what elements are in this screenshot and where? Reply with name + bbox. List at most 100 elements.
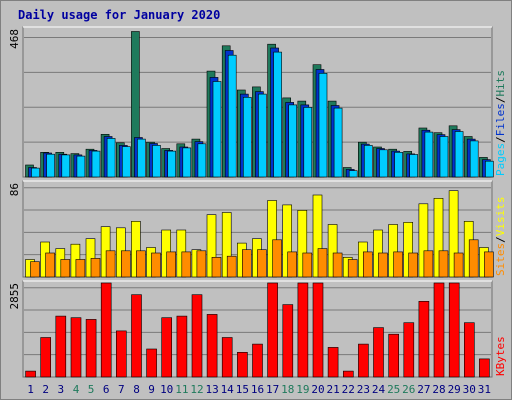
bar-pages-day-28 — [439, 136, 449, 178]
panel-3: 2855 KBytes — [8, 280, 507, 378]
x-tick-label-day-16: 16 — [251, 383, 264, 396]
bar-pages-day-8 — [137, 138, 146, 178]
bar-pages-day-1 — [31, 167, 40, 178]
bar-kbytes-day-4 — [70, 317, 82, 378]
bar-pages-day-19 — [303, 107, 313, 178]
bar-visits-day-13 — [206, 214, 217, 278]
bar-kbytes-day-20 — [312, 282, 324, 378]
series-visits — [25, 190, 489, 278]
legend-files: Files — [494, 103, 507, 136]
bar-kbytes-day-9 — [146, 348, 157, 378]
bar-sites-day-8 — [136, 250, 146, 278]
bar-kbytes-day-12 — [191, 294, 203, 378]
bar-kbytes-day-31 — [479, 358, 490, 378]
x-tick-label-day-31: 31 — [478, 383, 491, 396]
bar-pages-day-29 — [454, 131, 464, 178]
bar-sites-day-2 — [45, 252, 55, 278]
bar-visits-day-19 — [297, 210, 308, 278]
bar-visits-day-25 — [388, 224, 398, 278]
bar-sites-day-6 — [105, 250, 116, 278]
bar-sites-day-10 — [166, 251, 176, 278]
bar-visits-day-20 — [312, 194, 323, 278]
bar-kbytes-day-25 — [388, 333, 400, 378]
panel-1: 468 Pages/Files/Hits — [8, 26, 507, 178]
x-tick-label-day-10: 10 — [160, 383, 173, 396]
legend-kbytes: KBytes — [494, 336, 507, 376]
x-tick-label-day-9: 9 — [148, 383, 155, 396]
bar-sites-day-31 — [484, 251, 494, 278]
bar-visits-day-21 — [327, 224, 338, 278]
bar-sites-day-5 — [90, 258, 101, 278]
chart-panels: 468Pages/Files/Hits86Sites/Visits2855KBy… — [8, 26, 507, 378]
bar-sites-day-23 — [362, 251, 373, 278]
bar-visits-day-26 — [403, 222, 414, 278]
bar-pages-day-6 — [106, 138, 116, 178]
bar-visits-day-8 — [131, 221, 141, 278]
x-tick-label-day-6: 6 — [103, 383, 110, 396]
bar-kbytes-day-24 — [373, 327, 384, 378]
bar-kbytes-day-15 — [237, 351, 248, 378]
bar-kbytes-day-2 — [40, 337, 52, 378]
x-tick-label-day-18: 18 — [281, 383, 294, 396]
bar-pages-day-5 — [91, 150, 101, 178]
bar-sites-day-30 — [468, 239, 479, 278]
x-tick-label-day-26: 26 — [402, 383, 415, 396]
bar-sites-day-15 — [242, 249, 252, 278]
bar-kbytes-day-14 — [221, 337, 233, 378]
bar-kbytes-day-27 — [418, 300, 430, 378]
x-tick-label-day-11: 11 — [175, 383, 188, 396]
x-tick-label-day-5: 5 — [88, 383, 95, 396]
y-max-label: 86 — [8, 183, 21, 196]
bar-visits-day-14 — [221, 212, 232, 278]
x-tick-label-day-28: 28 — [432, 383, 445, 396]
bar-pages-day-18 — [288, 104, 298, 178]
bar-sites-day-12 — [196, 250, 207, 278]
bar-sites-day-22 — [347, 259, 358, 278]
bar-pages-day-24 — [379, 149, 388, 178]
bar-pages-day-7 — [122, 146, 131, 178]
series-pages — [31, 51, 494, 178]
bar-sites-day-4 — [75, 259, 86, 278]
bar-sites-day-17 — [272, 239, 282, 278]
x-tick-label-day-25: 25 — [387, 383, 400, 396]
bar-kbytes-day-28 — [433, 282, 445, 378]
bar-sites-day-7 — [121, 250, 131, 278]
panel-legend: Pages/Files/Hits — [494, 70, 507, 176]
bar-pages-day-27 — [424, 131, 434, 178]
bar-sites-day-21 — [332, 252, 343, 278]
x-tick-label-day-2: 2 — [42, 383, 49, 396]
legend-sites: Sites — [494, 243, 507, 276]
bar-pages-day-12 — [197, 143, 207, 178]
bar-kbytes-day-18 — [282, 304, 294, 378]
x-tick-label-day-27: 27 — [417, 383, 430, 396]
legend-visits: Visits — [494, 197, 507, 237]
y-max-label: 468 — [8, 29, 21, 49]
x-tick-label-day-13: 13 — [205, 383, 218, 396]
bar-kbytes-day-6 — [100, 282, 112, 378]
x-tick-label-day-12: 12 — [190, 383, 203, 396]
bar-kbytes-day-26 — [403, 322, 415, 378]
bar-kbytes-day-8 — [131, 294, 142, 378]
bar-kbytes-day-11 — [176, 315, 188, 378]
x-tick-label-day-7: 7 — [118, 383, 125, 396]
bar-pages-day-30 — [469, 140, 479, 178]
x-tick-label-day-3: 3 — [57, 383, 64, 396]
bar-pages-day-31 — [485, 160, 494, 178]
bar-sites-day-11 — [181, 251, 192, 278]
bar-kbytes-day-5 — [85, 319, 97, 378]
panel-legend: Sites/Visits — [494, 197, 507, 277]
x-axis-day-labels: 1 2 3 4 5 6 7 8 9 10 11 12 13 14 15 16 17 18 19 20 21 22 23 24 2… — [27, 383, 491, 396]
x-tick-label-day-23: 23 — [357, 383, 370, 396]
bar-pages-day-21 — [333, 107, 343, 178]
legend-separator: / — [494, 236, 507, 243]
bar-kbytes-day-17 — [267, 282, 278, 378]
bar-sites-day-3 — [60, 259, 71, 278]
x-tick-label-day-20: 20 — [311, 383, 324, 396]
x-tick-label-day-1: 1 — [27, 383, 34, 396]
bar-pages-day-2 — [46, 153, 55, 178]
bar-pages-day-13 — [212, 81, 222, 178]
x-tick-label-day-21: 21 — [326, 383, 339, 396]
bar-pages-day-15 — [243, 97, 252, 178]
legend-separator: / — [494, 136, 507, 143]
